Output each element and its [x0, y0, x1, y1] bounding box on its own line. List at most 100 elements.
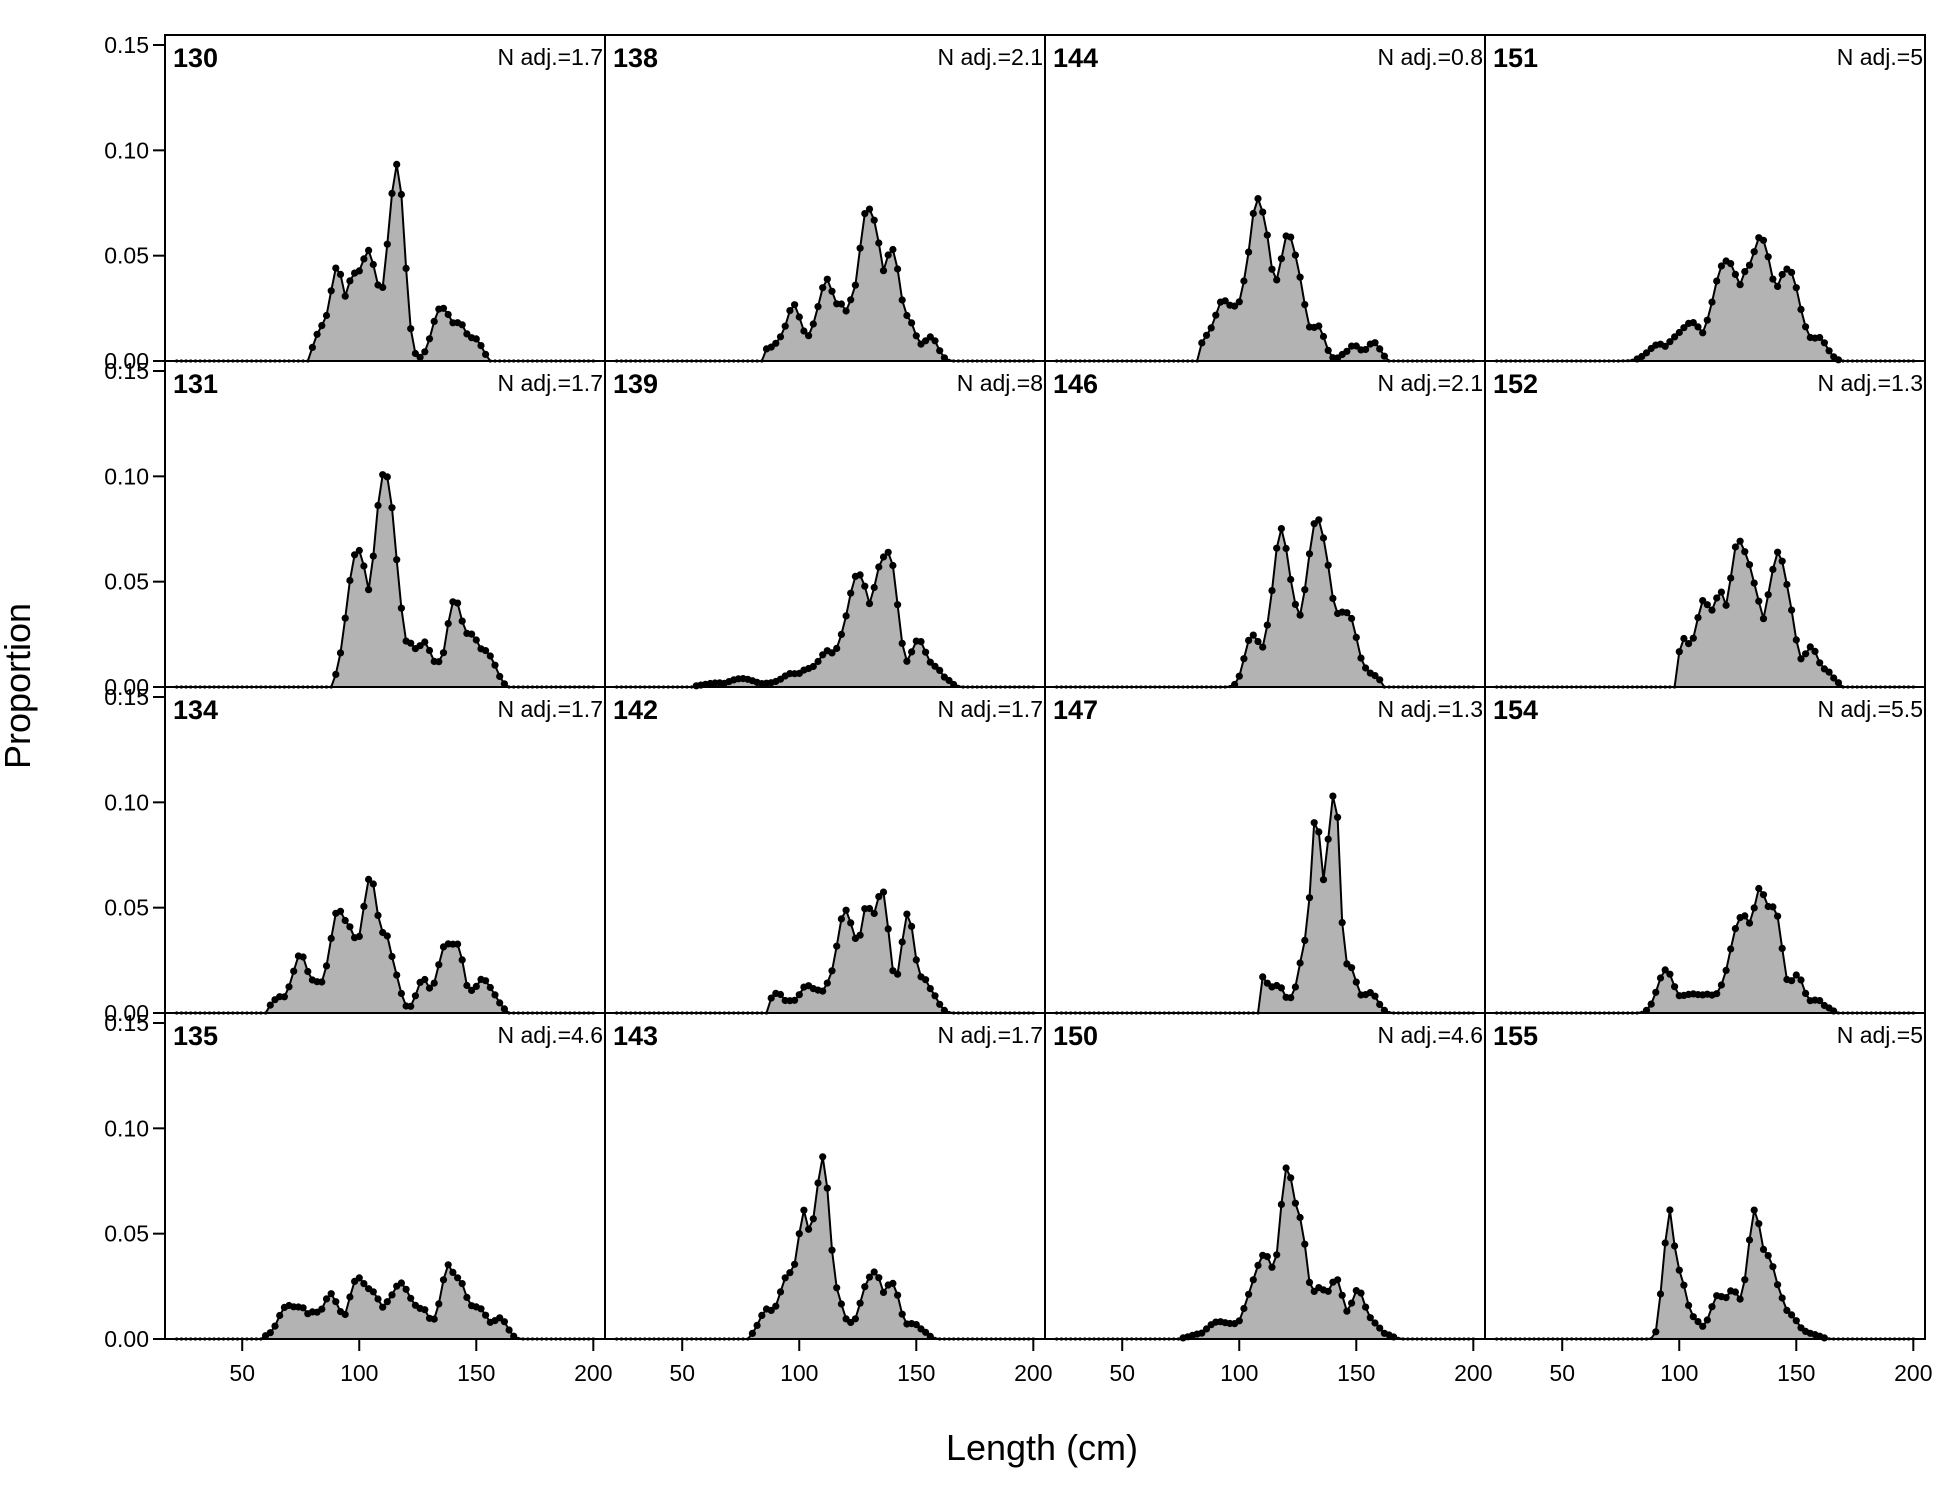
panel-note-142: N adj.=1.7 — [938, 696, 1044, 722]
point-152-64 — [1792, 636, 1800, 644]
point-151-65 — [1797, 305, 1805, 313]
point-138-34 — [772, 339, 780, 347]
point-152-59 — [1769, 565, 1777, 574]
point-150-58 — [1324, 1287, 1332, 1295]
point-154-50 — [1727, 945, 1735, 953]
panel-note-144: N adj.=0.8 — [1378, 44, 1484, 70]
point-143-57 — [879, 1288, 888, 1296]
panel-label-130: 130 — [173, 43, 218, 73]
point-138-38 — [791, 301, 799, 309]
point-143-64 — [912, 1321, 920, 1329]
point-131-39 — [355, 546, 363, 555]
point-152-58 — [1764, 591, 1772, 599]
panel-131: 131 N adj.=1.7 0.00 0.05 0.10 0.15 — [104, 358, 606, 700]
point-134-64 — [472, 982, 480, 991]
point-151-32 — [1642, 349, 1651, 357]
point-155-53 — [1741, 1276, 1749, 1284]
point-144-43 — [1254, 195, 1262, 203]
point-131-40 — [360, 562, 368, 570]
point-130-42 — [369, 260, 377, 269]
point-152-39 — [1675, 648, 1683, 656]
point-131-57 — [439, 649, 448, 657]
point-135-57 — [439, 1276, 448, 1284]
point-131-45 — [383, 473, 391, 481]
panel-143: 143 N adj.=1.7 50 100 150 200 — [604, 1012, 1053, 1386]
point-154-47 — [1713, 990, 1721, 998]
x-axis-title: Length (cm) — [946, 1427, 1138, 1468]
point-151-73 — [1834, 356, 1842, 364]
point-135-60 — [454, 1274, 462, 1282]
point-130-35 — [336, 270, 345, 278]
point-152-47 — [1713, 594, 1721, 602]
point-147-52 — [1296, 959, 1304, 967]
point-150-68 — [1371, 1319, 1379, 1327]
panel-note-151: N adj.=5 — [1837, 44, 1923, 70]
point-151-44 — [1699, 329, 1707, 337]
point-138-51 — [851, 281, 860, 289]
point-150-65 — [1357, 1289, 1365, 1297]
point-144-34 — [1212, 311, 1220, 319]
point-134-54 — [425, 984, 434, 992]
point-146-57 — [1319, 534, 1328, 542]
point-135-21 — [271, 1322, 279, 1330]
point-154-38 — [1671, 983, 1679, 991]
point-144-70 — [1380, 352, 1388, 360]
point-144-33 — [1207, 324, 1215, 332]
point-135-40 — [360, 1280, 368, 1288]
y-tick-label-130-2: 0.10 — [104, 137, 149, 163]
x-tick-label-135-2: 150 — [457, 1360, 495, 1386]
point-154-59 — [1769, 903, 1777, 911]
point-152-52 — [1736, 537, 1744, 545]
point-130-49 — [402, 264, 410, 272]
point-135-65 — [477, 1305, 485, 1313]
point-144-66 — [1362, 345, 1370, 354]
point-135-37 — [346, 1293, 354, 1301]
point-154-63 — [1788, 977, 1796, 985]
x-tick-label-135-0: 50 — [229, 1360, 255, 1386]
point-147-63 — [1348, 964, 1356, 972]
point-134-61 — [458, 956, 466, 964]
point-134-32 — [322, 962, 331, 970]
point-131-63 — [468, 630, 476, 638]
point-142-64 — [912, 956, 920, 964]
point-130-53 — [421, 348, 429, 356]
panel-note-130: N adj.=1.7 — [498, 44, 604, 70]
point-152-50 — [1727, 574, 1735, 582]
point-155-49 — [1722, 1294, 1730, 1302]
point-144-51 — [1291, 251, 1299, 259]
point-134-55 — [430, 979, 438, 987]
point-143-59 — [889, 1279, 897, 1287]
point-134-33 — [327, 934, 335, 943]
point-152-63 — [1788, 606, 1796, 614]
point-134-41 — [365, 875, 373, 884]
point-150-31 — [1198, 1329, 1206, 1337]
point-135-55 — [430, 1315, 438, 1323]
point-155-42 — [1689, 1313, 1697, 1321]
point-143-51 — [851, 1315, 860, 1323]
point-134-35 — [336, 907, 345, 915]
point-152-67 — [1806, 643, 1814, 651]
point-143-31 — [758, 1311, 766, 1319]
y-tick-label-130-0: 0.00 — [104, 348, 149, 374]
point-134-37 — [346, 923, 354, 931]
point-135-70 — [500, 1318, 508, 1326]
point-139-68 — [931, 662, 939, 670]
panel-154: 154 N adj.=5.5 — [1484, 686, 1926, 1015]
point-150-63 — [1348, 1299, 1356, 1307]
point-138-60 — [894, 265, 902, 273]
point-146-48 — [1277, 525, 1285, 533]
point-134-40 — [360, 902, 368, 911]
point-144-31 — [1198, 339, 1206, 347]
point-131-54 — [425, 646, 434, 655]
point-130-45 — [383, 240, 391, 248]
point-131-66 — [482, 647, 490, 655]
point-147-59 — [1329, 792, 1337, 800]
point-138-64 — [912, 332, 920, 340]
point-154-51 — [1731, 925, 1739, 933]
x-tick-label-150-2: 150 — [1337, 1360, 1375, 1386]
point-135-58 — [444, 1261, 452, 1269]
panel-label-143: 143 — [613, 1021, 658, 1051]
point-139-60 — [894, 601, 902, 609]
point-150-50 — [1287, 1174, 1295, 1182]
panel-134: 134 N adj.=1.7 0.00 0.05 0.10 0.15 — [104, 684, 606, 1026]
